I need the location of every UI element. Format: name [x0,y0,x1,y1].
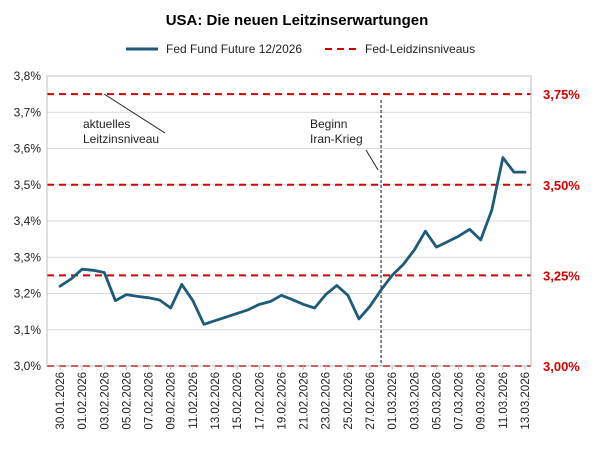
x-tick-label: 15.02.2026 [232,372,244,430]
x-tick-label: 13.03.2026 [520,372,532,430]
y-tick-label: 3,3% [14,250,42,264]
plot-frame [46,75,532,367]
x-tick-label: 23.02.2026 [321,372,333,430]
annotation-pointer [104,93,166,134]
x-tick-label: 09.02.2026 [166,372,178,430]
x-tick-label: 13.02.2026 [210,372,222,430]
x-tick-label: 05.03.2026 [431,372,443,430]
x-tick-label: 25.02.2026 [343,372,355,430]
y-right-tick-label: 3,25% [543,268,580,283]
x-tick-label: 03.03.2026 [409,372,421,430]
y-right-tick-label: 3,00% [543,359,580,374]
y-tick-label: 3,4% [14,214,42,228]
series-layer [58,156,527,326]
x-tick-label: 21.02.2026 [299,372,311,430]
x-tick-label: 01.02.2026 [77,372,89,430]
x-tick-label: 09.03.2026 [476,372,488,430]
annotation-text: Iran-Krieg [310,132,363,146]
x-tick-label: 27.02.2026 [365,372,377,430]
legend-label-fed-levels: Fed-Leidzinsniveaus [365,42,475,56]
annotation-text: aktuelles [83,117,130,131]
x-tick-label: 05.02.2026 [121,372,133,430]
y-tick-label: 3,8% [14,69,42,83]
axes: 3,0% 3,1% 3,2% 3,3% 3,4% 3,5% 3,6% 3,7% 3,8% 3,00… [14,69,581,430]
x-tick-label: 03.02.2026 [99,372,111,430]
x-tick-label: 11.03.2026 [498,372,510,429]
annotation-text: Leitzinsniveau [83,132,159,146]
y-tick-label: 3,1% [14,323,42,337]
y-tick-label: 3,6% [14,142,42,156]
x-tick-label: 19.02.2026 [276,372,288,430]
y-right-tick-label: 3,75% [543,87,580,102]
x-tick-label: 01.03.2026 [387,372,399,430]
annotation-text: Beginn [310,117,347,131]
x-tick-label: 30.01.2026 [55,372,67,430]
x-tick-label: 11.02.2026 [188,372,200,429]
y-tick-label: 3,7% [14,105,42,119]
annotation-pointer [365,149,379,171]
y-right-tick-label: 3,50% [543,178,580,193]
y-tick-label: 3,0% [14,359,42,373]
x-tick-label: 07.02.2026 [144,372,156,430]
x-tick-label: 07.03.2026 [454,372,466,430]
y-tick-label: 3,5% [14,178,42,192]
chart-title: USA: Die neuen Leitzinserwartungen [166,12,429,29]
y-tick-label: 3,2% [14,287,42,301]
legend-label-fed-fund-future: Fed Fund Future 12/2026 [166,42,302,56]
legend: Fed Fund Future 12/2026 Fed-Leidzinsnivea… [126,42,475,56]
series-line-fed-fund-future [58,156,527,326]
x-tick-label: 17.02.2026 [254,372,266,430]
